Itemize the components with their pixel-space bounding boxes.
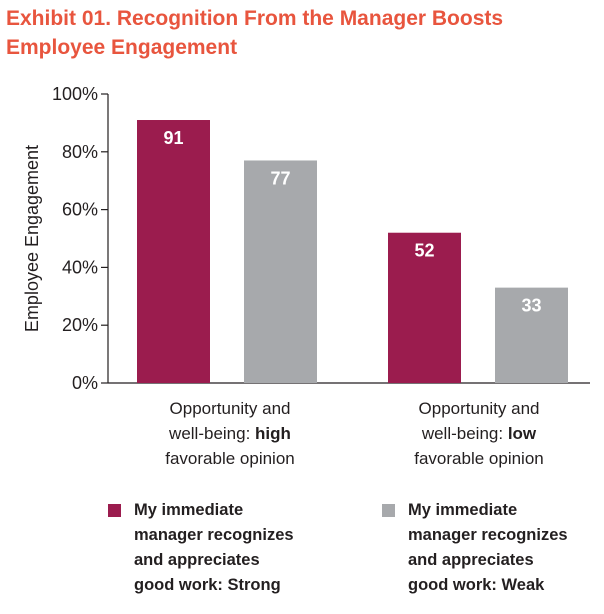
category-high-mid: well-being:	[169, 424, 256, 443]
y-axis-title: Employee Engagement	[22, 145, 42, 332]
data-labels: 91 52 77 33	[163, 128, 541, 316]
y-tick-label: 0%	[72, 373, 98, 393]
legend-swatch-strong	[108, 504, 121, 517]
y-tick-label: 40%	[62, 257, 98, 277]
legend-weak-line-1: My immediate	[408, 501, 518, 519]
data-label-series-1-cat-0: 77	[270, 168, 290, 188]
legend-weak-line-4: good work: Weak	[408, 576, 545, 594]
y-tick-label: 60%	[62, 200, 98, 220]
category-label-high: Opportunity and well-being: high favorab…	[117, 396, 343, 471]
legend-swatch-weak	[382, 504, 395, 517]
y-tick-label: 100%	[52, 84, 98, 104]
category-high-line-3: favorable opinion	[165, 449, 295, 468]
legend-strong-line-4: good work: Strong	[134, 576, 281, 594]
legend-label-strong: My immediate manager recognizes and appr…	[134, 498, 334, 598]
category-low-line-3: favorable opinion	[414, 449, 544, 468]
legend-strong-line-1: My immediate	[134, 501, 244, 519]
bar-series-1-cat-1	[495, 287, 568, 383]
legend-weak-line-3: and appreciates	[408, 551, 534, 569]
bar-series-1-cat-0	[244, 160, 317, 383]
y-tick-label: 20%	[62, 315, 98, 335]
data-label-series-0-cat-1: 52	[414, 241, 434, 261]
y-tick-label: 80%	[62, 142, 98, 162]
bars	[137, 120, 568, 383]
bar-series-0-cat-1	[388, 232, 461, 383]
category-low-mid: well-being:	[421, 424, 508, 443]
legend-label-weak: My immediate manager recognizes and appr…	[408, 498, 604, 598]
data-label-series-0-cat-0: 91	[163, 128, 183, 148]
category-low-line-1: Opportunity and	[418, 399, 540, 418]
data-label-series-1-cat-1: 33	[521, 296, 541, 316]
legend-strong-line-2: manager recognizes	[134, 526, 294, 544]
chart-title-line-1: Exhibit 01. Recognition From the Manager…	[6, 7, 504, 30]
category-high-bold: high	[255, 424, 291, 443]
chart-title: Exhibit 01. Recognition From the Manager…	[6, 4, 596, 62]
category-low-bold: low	[507, 424, 537, 443]
bar-series-0-cat-0	[137, 120, 210, 383]
legend-strong-line-3: and appreciates	[134, 551, 260, 569]
legend-weak-line-2: manager recognizes	[408, 526, 568, 544]
category-label-low: Opportunity and well-being: low favorabl…	[366, 396, 592, 471]
category-high-line-1: Opportunity and	[169, 399, 291, 418]
category-high-line-2: well-being: high	[117, 421, 343, 446]
category-low-line-2: well-being: low	[366, 421, 592, 446]
chart-title-line-2: Employee Engagement	[6, 36, 238, 59]
